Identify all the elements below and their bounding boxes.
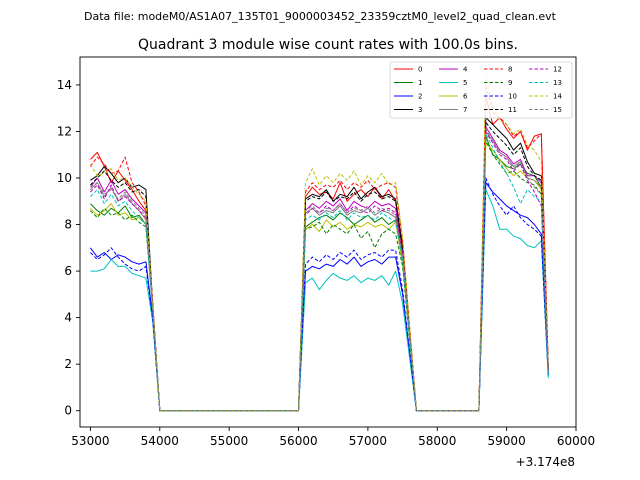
y-tick-label: 6 [64, 264, 72, 278]
x-tick-label: 54000 [141, 434, 179, 448]
legend-label-1: 1 [418, 79, 422, 87]
legend-label-13: 13 [553, 79, 562, 87]
x-tick-label: 57000 [349, 434, 387, 448]
y-tick-label: 12 [57, 124, 72, 138]
x-tick-label: 56000 [279, 434, 317, 448]
suptitle: Data file: modeM0/AS1A07_135T01_90000034… [84, 10, 557, 23]
legend-label-5: 5 [463, 79, 467, 87]
legend-label-8: 8 [508, 66, 512, 74]
y-tick-label: 4 [64, 311, 72, 325]
y-tick-label: 10 [57, 171, 72, 185]
legend-label-3: 3 [418, 106, 422, 114]
series-line-10 [90, 177, 549, 412]
legend-label-11: 11 [508, 106, 517, 114]
legend-label-4: 4 [463, 66, 468, 74]
legend-label-15: 15 [553, 106, 562, 114]
y-tick-label: 8 [64, 218, 72, 232]
y-tick-label: 0 [64, 404, 72, 418]
legend-label-0: 0 [418, 66, 422, 74]
legend-label-6: 6 [463, 93, 468, 101]
y-tick-label: 14 [57, 78, 72, 92]
x-tick-label: 59000 [488, 434, 526, 448]
x-axis: 53000 54000 55000 56000 57000 58000 59000 60000 [71, 427, 595, 448]
x-tick-label: 53000 [71, 434, 109, 448]
legend-label-9: 9 [508, 79, 512, 87]
y-tick-label: 2 [64, 357, 72, 371]
legend-label-10: 10 [508, 93, 517, 101]
y-axis: 0 2 4 6 8 10 12 14 [57, 78, 80, 418]
legend-label-14: 14 [553, 93, 562, 101]
legend-box [389, 61, 573, 119]
legend-label-2: 2 [418, 93, 422, 101]
chart-title: Quadrant 3 module wise count rates with … [138, 37, 518, 53]
plot-lines [89, 75, 549, 412]
x-offset-label: +3.174e8 [516, 455, 575, 469]
x-tick-label: 60000 [557, 434, 595, 448]
series-line-14 [89, 75, 549, 412]
legend-label-12: 12 [553, 66, 562, 74]
x-tick-label: 55000 [210, 434, 248, 448]
plot-frame [79, 56, 577, 428]
legend-label-7: 7 [463, 106, 467, 114]
x-tick-label: 58000 [418, 434, 456, 448]
